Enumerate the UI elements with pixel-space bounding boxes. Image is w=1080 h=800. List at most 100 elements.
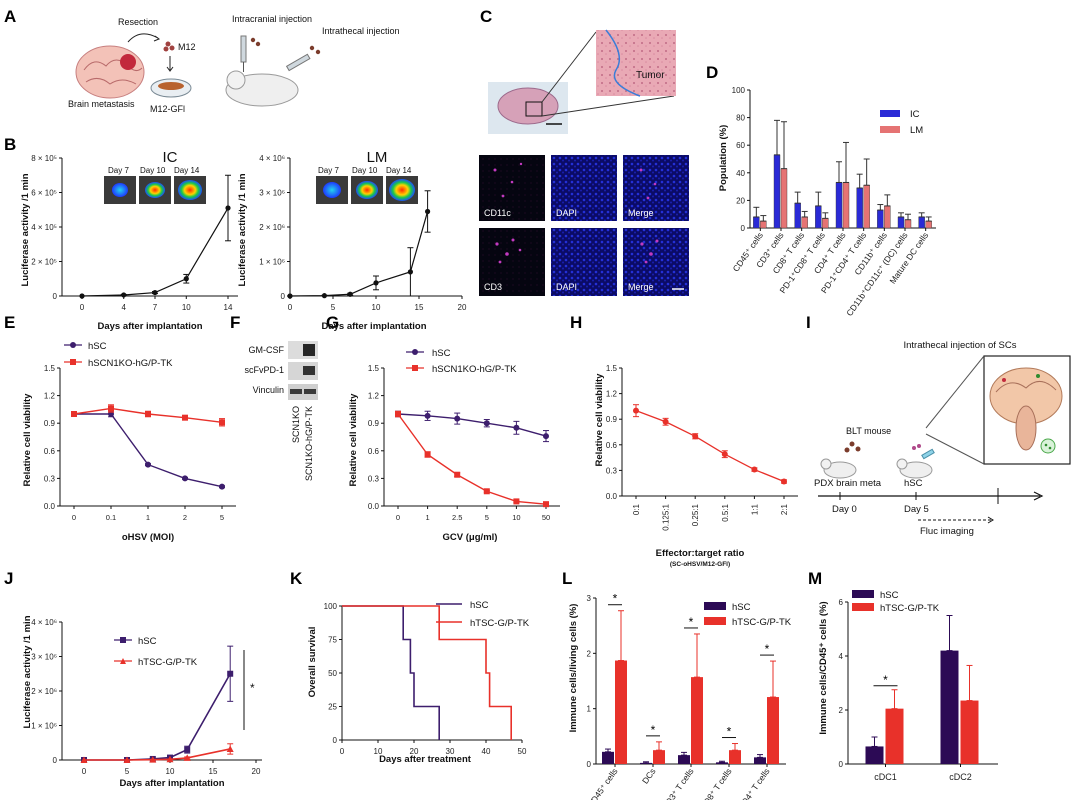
y-tick-label: 0.0 xyxy=(606,492,618,501)
x-tick-label: 1 xyxy=(426,513,430,522)
h-xlabel: Effector:target ratio xyxy=(656,548,745,559)
legend-marker xyxy=(70,342,76,348)
bar xyxy=(865,746,884,764)
bar xyxy=(863,185,870,229)
y-tick-label: 3 × 10⁶ xyxy=(259,189,285,198)
y-tick-label: 0.6 xyxy=(44,447,56,456)
y-tick-label: 2 × 10⁶ xyxy=(31,687,57,696)
i-title: Intrathecal injection of SCs xyxy=(903,340,1016,351)
k-ylabel: Overall survival xyxy=(307,627,318,698)
data-point xyxy=(145,411,151,417)
legend-swatch-ic xyxy=(880,110,900,117)
chart-h: 0.0 0.3 0.6 0.9 1.2 1.5 0:1 0.125:1 0.25:1 0.5:1 1… xyxy=(606,364,798,531)
data-point xyxy=(226,745,234,752)
panel-letter-d: D xyxy=(706,63,718,82)
x-tick-label: 0.1 xyxy=(106,513,116,522)
y-tick-label: 2 × 10⁶ xyxy=(259,223,285,232)
resection-arrow-icon xyxy=(127,33,159,43)
series-line xyxy=(635,410,785,483)
b-ic-xlabel: Days after implantation xyxy=(97,321,202,332)
y-tick-label: 8 × 10⁵ xyxy=(31,154,57,163)
bar xyxy=(729,750,741,764)
l-ylabel: Immune cells/living cells (%) xyxy=(568,604,579,733)
panel-letter-j: J xyxy=(4,569,13,588)
x-tick-label: 4 xyxy=(121,303,126,312)
g-ylabel: Relative cell viability xyxy=(348,393,359,487)
stain-label: Merge xyxy=(628,208,654,218)
h-ylabel: Relative cell viability xyxy=(594,373,605,467)
x-tick-label: 1 xyxy=(146,513,150,522)
panel-f-western: GM-CSF scFvPD-1 Vinculin SCN1KO SCN1KO-h… xyxy=(244,341,318,481)
sig-star: * xyxy=(250,681,255,695)
y-tick-label: 0 xyxy=(587,760,592,769)
sig-star: * xyxy=(883,673,888,687)
bar xyxy=(940,650,959,764)
legend-hsc: hSC xyxy=(470,600,489,611)
data-point xyxy=(751,466,758,473)
data-point xyxy=(108,405,114,412)
data-point xyxy=(79,293,85,299)
data-point xyxy=(183,754,191,761)
bar xyxy=(678,755,690,764)
x-tick-label: 0.5:1 xyxy=(721,503,730,521)
data-point xyxy=(321,293,327,299)
zoom-box xyxy=(525,101,543,117)
legend-marker xyxy=(120,658,126,664)
bar xyxy=(653,750,665,764)
syringe-icon-2 xyxy=(285,53,311,72)
x-tick-label: 10 xyxy=(512,513,520,522)
y-tick-label: 0.3 xyxy=(368,474,380,483)
y-tick-label: 6 × 10⁵ xyxy=(31,189,57,198)
bli-signal-icon xyxy=(112,183,128,197)
x-tick-label: 0 xyxy=(396,513,400,522)
y-tick-label: 3 × 10⁶ xyxy=(31,653,57,662)
y-tick-label: 50 xyxy=(328,669,337,678)
legend-hsc: hSC xyxy=(432,348,451,359)
panel-letter-l: L xyxy=(562,569,572,588)
chart-b-lm: 0 1 × 10⁶ 2 × 10⁶ 3 × 10⁶ 4 × 10⁶ 0 5 10 15 20 xyxy=(259,154,467,312)
x-tick-label: CD4⁺ T cells xyxy=(736,766,772,800)
sig-star: * xyxy=(765,642,770,656)
legend-hsc-n1ko: hSCN1KO-hG/P-TK xyxy=(432,364,517,375)
x-tick-label: 0 xyxy=(80,303,85,312)
bli-signal-icon xyxy=(389,179,415,201)
bar xyxy=(801,216,808,229)
series-line xyxy=(81,207,229,297)
data-point xyxy=(543,501,549,508)
bar xyxy=(815,205,822,229)
legend-swatch-htsc xyxy=(704,617,726,625)
y-tick-label: 1.2 xyxy=(606,390,618,399)
data-point xyxy=(287,293,293,299)
bar xyxy=(794,202,801,229)
day-label: Day 7 xyxy=(318,166,339,175)
m12-label: M12 xyxy=(178,42,196,52)
panel-letters: A B C D E F G H I J K L M xyxy=(4,7,822,588)
day-label: Day 14 xyxy=(386,166,412,175)
y-tick-label: 75 xyxy=(328,636,337,645)
data-point xyxy=(781,478,787,485)
b-lm-bli-images: Day 7 Day 10 Day 14 xyxy=(316,166,418,204)
metastasis-lesion-icon xyxy=(120,54,136,70)
sig-star: * xyxy=(727,725,732,739)
bar xyxy=(835,182,843,229)
chart-m: 0 2 4 6 cDC1 cDC2 * xyxy=(839,598,998,782)
legend-swatch-hsc xyxy=(852,590,874,598)
y-tick-label: 1 × 10⁶ xyxy=(31,722,57,731)
bar xyxy=(753,216,760,229)
x-tick-label: DCs xyxy=(640,766,658,785)
day5-label: Day 5 xyxy=(904,504,929,515)
bar xyxy=(925,220,932,229)
tumor-zoom-image xyxy=(596,30,676,96)
day-label: Day 7 xyxy=(108,166,129,175)
data-point xyxy=(71,411,77,417)
x-tick-label: 30 xyxy=(446,747,455,756)
chart-k: 0 25 50 75 100 0 10 20 30 40 50 xyxy=(324,602,527,756)
y-tick-label: 1.5 xyxy=(44,364,56,373)
panel-i-schematic: Intrathecal injection of SCs BLT mouse P… xyxy=(814,340,1071,537)
legend-marker xyxy=(120,637,126,643)
y-tick-label: 20 xyxy=(736,196,745,205)
y-tick-label: 6 xyxy=(839,598,844,607)
x-tick-label: 0 xyxy=(72,513,76,522)
series-line xyxy=(397,413,547,437)
